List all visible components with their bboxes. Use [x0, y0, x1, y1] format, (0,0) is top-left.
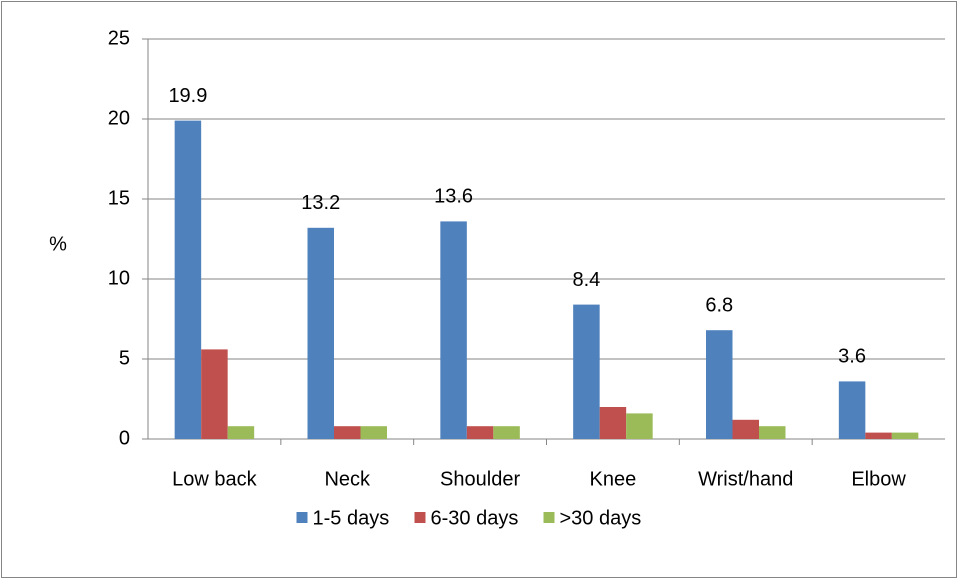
legend-label: 6-30 days	[431, 507, 519, 529]
legend-label: >30 days	[560, 507, 642, 529]
bar	[732, 419, 759, 439]
bar	[201, 349, 228, 439]
y-tick-label: 15	[108, 187, 130, 209]
bar	[865, 432, 892, 439]
legend-swatch	[543, 512, 555, 523]
data-label: 8.4	[573, 269, 601, 291]
bar	[706, 330, 733, 439]
y-tick-label: 20	[108, 107, 130, 129]
legend-swatch	[414, 512, 426, 523]
bar	[891, 432, 919, 439]
bar	[440, 221, 467, 439]
x-tick-label: Low back	[172, 468, 257, 490]
data-label: 6.8	[705, 294, 733, 316]
bar	[759, 426, 786, 439]
x-tick-label: Shoulder	[440, 468, 520, 490]
x-tick-label: Neck	[324, 468, 371, 490]
bar	[360, 426, 387, 439]
data-label: 13.2	[301, 192, 340, 214]
data-label: 3.6	[838, 346, 866, 368]
bar	[227, 426, 255, 439]
y-tick-label: 10	[108, 267, 130, 289]
data-label: 13.6	[434, 186, 473, 208]
bar	[573, 304, 600, 439]
y-axis-label: %	[49, 233, 67, 255]
x-tick-label: Wrist/hand	[698, 468, 793, 490]
bar	[334, 426, 361, 439]
bar	[493, 426, 520, 439]
bar	[599, 407, 627, 439]
bar	[838, 381, 866, 439]
y-tick-label: 0	[119, 427, 130, 449]
legend-label: 1-5 days	[313, 507, 390, 529]
bar	[174, 120, 202, 439]
bar	[626, 413, 653, 439]
x-tick-label: Elbow	[851, 468, 906, 490]
y-tick-label: 25	[108, 27, 130, 49]
y-tick-label: 5	[119, 347, 130, 369]
data-label: 19.9	[168, 85, 207, 107]
bar	[466, 426, 494, 439]
bar	[307, 227, 334, 439]
legend-swatch	[296, 512, 308, 523]
x-tick-label: Knee	[590, 468, 637, 490]
